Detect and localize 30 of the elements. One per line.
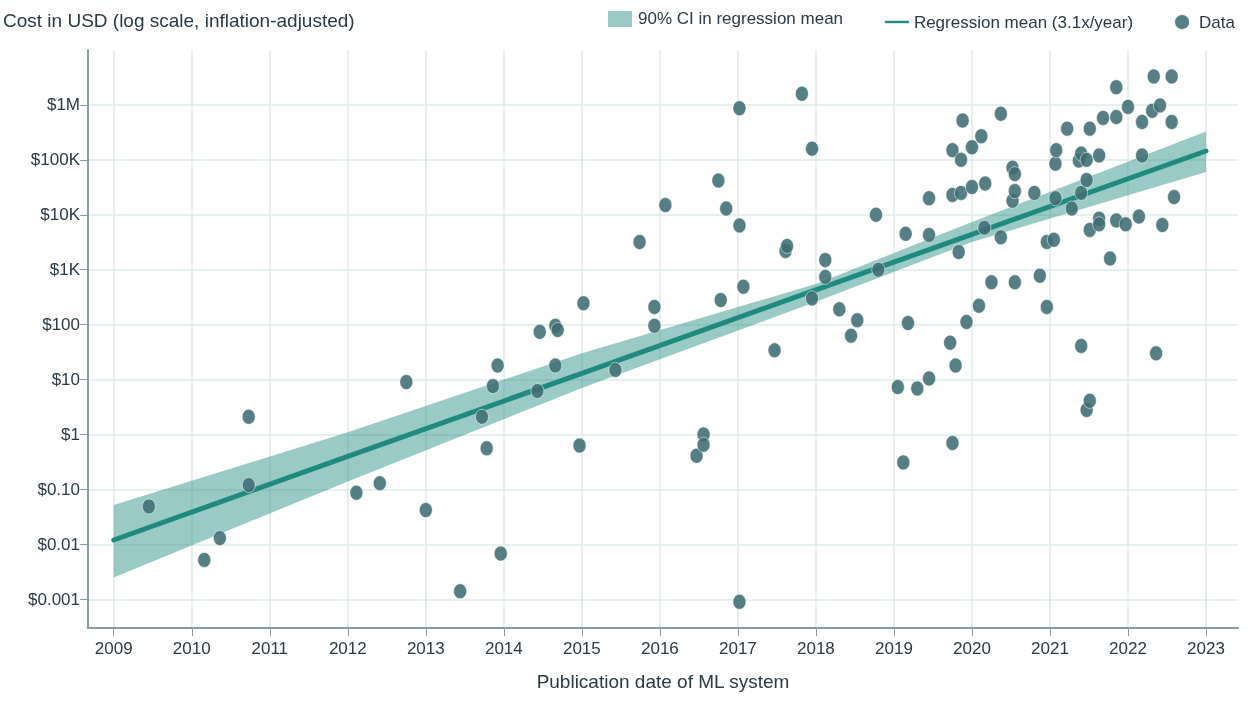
x-tick-label: 2016 xyxy=(640,639,679,658)
x-tick-label: 2018 xyxy=(797,639,835,658)
x-tick-label: 2017 xyxy=(718,639,757,658)
y-tick-label: $0.01 xyxy=(37,534,80,554)
legend-label: Data xyxy=(1199,12,1236,32)
x-tick-label: 2009 xyxy=(94,639,133,658)
x-tick-label: 2012 xyxy=(328,639,367,658)
x-tick-label: 2010 xyxy=(172,639,211,658)
x-tick-label: 2011 xyxy=(251,639,289,658)
text: 90% CI in regression mean xyxy=(638,9,844,29)
x-tick-label: 2023 xyxy=(1187,639,1225,658)
y-tick-label: $1M xyxy=(46,95,80,115)
x-tick-label: 2019 xyxy=(875,639,913,658)
x-tick-label: 2015 xyxy=(562,639,601,658)
x-tick-label: 2022 xyxy=(1109,639,1147,658)
x-tick-label: 2020 xyxy=(953,639,991,658)
y-tick-label: $10 xyxy=(51,370,80,390)
x-tick-label: 2021 xyxy=(1031,639,1069,658)
y-tick-label: $100K xyxy=(30,150,81,170)
x-tick-label: 2013 xyxy=(406,639,445,658)
y-tick-label: $0.10 xyxy=(37,479,80,499)
y-tick-label: $0.001 xyxy=(28,589,80,609)
y-tick-label: $1K xyxy=(49,260,81,280)
legend-label: Regression mean (3.1x/year) xyxy=(913,12,1134,32)
x-tick-label: 2014 xyxy=(484,639,523,658)
y-axis-title: Cost in USD (log scale, inflation-adjusted) xyxy=(3,10,355,31)
x-axis-title: Publication date of ML system xyxy=(536,671,790,692)
y-tick-label: $100 xyxy=(42,315,80,335)
y-tick-label: $10K xyxy=(40,205,81,225)
y-tick-label: $1 xyxy=(61,425,80,444)
